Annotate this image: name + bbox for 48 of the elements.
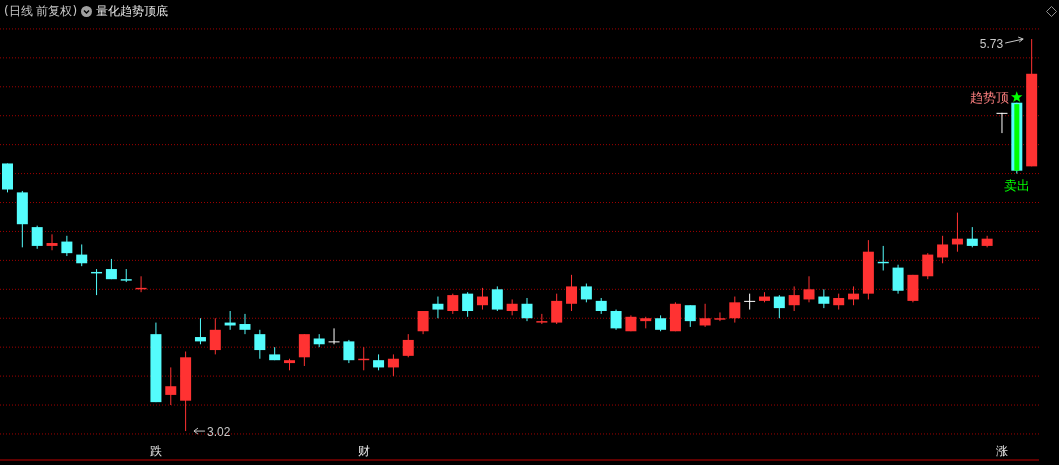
candlestick — [31, 225, 43, 250]
candlestick — [298, 333, 310, 367]
candlestick — [387, 353, 399, 377]
candlestick — [803, 275, 815, 303]
candlestick — [491, 285, 503, 312]
candlestick — [328, 327, 340, 345]
candlestick — [447, 293, 459, 315]
candlestick — [714, 311, 726, 322]
candlestick — [521, 297, 533, 322]
candlestick — [937, 235, 949, 264]
candlestick — [239, 313, 251, 335]
candlestick — [46, 233, 58, 251]
candlestick — [61, 235, 73, 257]
candlestick — [610, 309, 622, 331]
candlestick — [551, 293, 563, 325]
candlestick — [476, 287, 488, 311]
annotation: 3.02 — [206, 425, 231, 440]
candlestick — [432, 296, 444, 319]
candlestick — [773, 294, 785, 319]
candlestick — [684, 304, 696, 328]
candlestick — [996, 112, 1008, 134]
annotation: 卖出 — [1003, 177, 1030, 193]
candlestick — [922, 252, 934, 280]
annotation: 5.73 — [979, 37, 1004, 52]
candlestick — [892, 264, 904, 295]
candlestick — [165, 366, 177, 406]
candlestick — [699, 303, 711, 328]
annotation: 趋势顶 — [969, 90, 1009, 106]
x-tick-label: 涨 — [995, 444, 1008, 458]
chart-title: (日线 前复权) — [4, 3, 78, 20]
x-tick-label: 财 — [357, 444, 370, 458]
candlestick — [402, 333, 414, 358]
candlestick — [580, 283, 592, 303]
candlestick — [966, 226, 978, 248]
candlestick — [818, 288, 830, 309]
x-tick-label: 跌 — [149, 444, 162, 458]
candlestick — [566, 274, 578, 312]
candlestick — [744, 293, 756, 311]
candlestick — [254, 329, 266, 360]
candlestick — [76, 243, 88, 267]
chart-subtitle: 量化趋势顶底 — [96, 3, 169, 20]
candlestick — [462, 291, 474, 318]
candlestick — [209, 317, 221, 355]
candlestick — [788, 285, 800, 312]
candlestick — [343, 339, 355, 364]
candlestick — [729, 296, 741, 324]
candlestick — [417, 310, 429, 335]
candlestick — [194, 317, 206, 345]
